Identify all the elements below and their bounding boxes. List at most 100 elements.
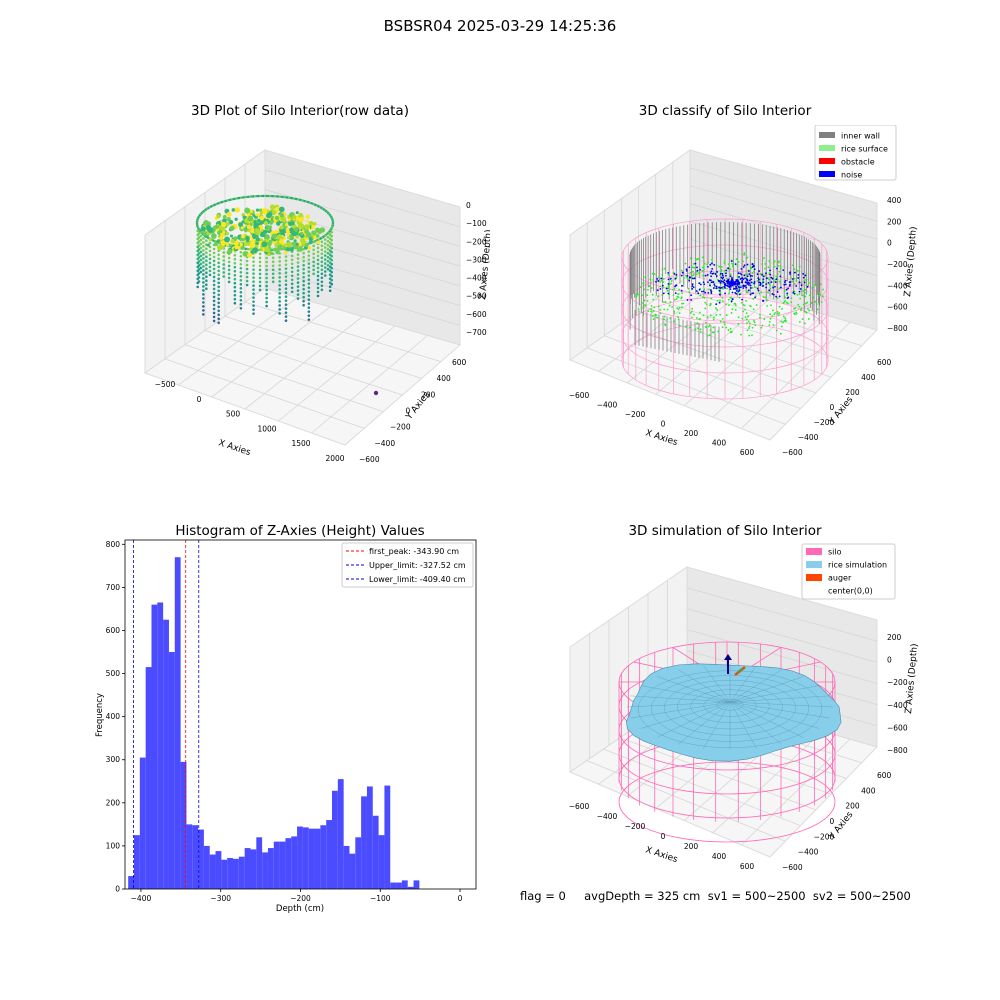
p1-z-tick-label: −500: [466, 292, 487, 301]
p3-x-tick-label: −300: [210, 894, 231, 903]
histogram-bar: [407, 886, 414, 889]
histogram-bar: [256, 837, 263, 889]
p3-y-tick-label: 800: [106, 540, 121, 549]
panel1-title: 3D Plot of Silo Interior(row data): [191, 103, 409, 119]
histogram-bar: [250, 849, 257, 889]
p2-legend-label: obstacle: [841, 158, 875, 167]
histogram-bar: [291, 836, 298, 889]
p3-y-tick-label: 700: [106, 583, 121, 592]
p4-legend-label: auger: [828, 574, 852, 583]
p1-x-tick-label: −500: [155, 380, 176, 389]
p2-z-label: Z Axies (Depth): [903, 226, 919, 297]
histogram-bar: [267, 848, 274, 889]
p3-y-tick-label: 500: [106, 669, 121, 678]
histogram-bar: [273, 841, 280, 889]
p2-legend: inner wall rice surface obstacle noise: [814, 125, 897, 181]
p4-x-tick-label: 400: [712, 852, 727, 861]
p1-z-tick-label: −200: [466, 237, 487, 246]
p2-legend-label: rice surface: [841, 145, 888, 154]
p2-y-tick-label: 200: [845, 388, 860, 397]
p3-legend-label: first_peak: -343.90 cm: [369, 547, 459, 556]
histogram-bar: [343, 845, 350, 889]
p2-z-tick-label: 400: [887, 196, 902, 205]
p4-y-tick-label: 200: [845, 802, 860, 811]
raw-scatter-3d-plot: −500 0 500 1000 1500 2000 −600 −400 −200 0 200400…: [143, 149, 490, 464]
histogram-bar: [302, 827, 309, 889]
histogram-bar: [361, 796, 367, 889]
p1-z-label: Z Axies (Depth): [478, 229, 490, 300]
p1-x-tick-label: 1000: [257, 424, 276, 433]
histogram-bar: [186, 824, 193, 889]
histogram-bar: [297, 826, 303, 889]
status-line: flag = 0 avgDepth = 325 cm sv1 = 500~250…: [520, 889, 911, 903]
p4-z-tick-label: 0: [887, 656, 892, 665]
p4-x-label: X Axies: [644, 845, 679, 865]
histogram-bar: [174, 557, 181, 889]
histogram-bar: [215, 851, 222, 889]
p3-x-label: Depth (cm): [276, 904, 324, 914]
histogram-bar: [198, 829, 204, 889]
histogram-bar: [227, 857, 234, 889]
p2-legend-swatch: [819, 171, 835, 177]
p1-y-tick-label: −600: [359, 455, 380, 464]
p1-z-tick-label: −100: [466, 219, 487, 228]
p4-y-label: Y Axies: [827, 810, 856, 843]
p4-z-tick-label: −200: [887, 678, 908, 687]
p4-legend: silo rice simulation auger center(0,0): [801, 543, 896, 600]
histogram-bar: [413, 880, 420, 889]
panel3-title: Histogram of Z-Axies (Height) Values: [175, 523, 425, 539]
p4-legend-label: silo: [828, 548, 842, 557]
p4-legend-swatch: [806, 574, 822, 581]
p2-x-tick-label: −200: [625, 410, 646, 419]
histogram-bar: [168, 652, 175, 889]
p2-x-tick-label: −400: [597, 401, 618, 410]
p1-x-tick-label: 0: [197, 395, 202, 404]
p2-y-tick-label: −400: [798, 433, 819, 442]
p4-y-tick-label: 0: [830, 817, 835, 826]
p1-z-tick-label: −700: [466, 328, 487, 337]
rice-simulation-surface: [626, 663, 842, 762]
p3-y-tick-label: 0: [115, 885, 120, 894]
histogram-bar: [349, 853, 356, 889]
p2-legend-swatch: [819, 158, 835, 164]
histogram-bar: [326, 820, 333, 889]
p1-y-tick-label: 400: [437, 374, 452, 383]
histogram-bar: [244, 848, 251, 889]
p4-x-tick-label: −600: [569, 802, 590, 811]
p3-legend: first_peak: -343.90 cm Upper_limit: -327.…: [341, 542, 474, 588]
p2-y-tick-label: −600: [782, 448, 803, 457]
histogram-bar: [332, 790, 338, 889]
p3-x-tick-label: 0: [458, 894, 463, 903]
histogram-bar: [192, 825, 199, 889]
p2-x-tick-label: 400: [712, 439, 727, 448]
p4-x-tick-label: 0: [661, 832, 666, 841]
p4-legend-label: rice simulation: [828, 561, 887, 570]
p4-y-tick-label: 600: [877, 771, 892, 780]
p1-outlier-point: [373, 390, 379, 396]
p4-z-tick-label: −400: [887, 701, 908, 710]
histogram-bar: [308, 828, 315, 889]
p1-y-tick-label: 200: [421, 390, 436, 399]
p4-y-tick-label: −600: [782, 863, 803, 872]
histogram-bar: [384, 785, 391, 889]
p3-y-tick-label: 200: [106, 798, 121, 807]
p1-x-tick-label: 2000: [325, 454, 344, 463]
p4-x-tick-label: −400: [597, 812, 618, 821]
p4-z-label: Z Axies (Depth): [904, 643, 920, 714]
p2-z-tick-label: 200: [887, 217, 902, 226]
histogram-bar: [157, 602, 164, 889]
histogram-bar: [396, 882, 402, 889]
histogram-bar: [145, 667, 152, 889]
p2-x-tick-label: 200: [684, 429, 699, 438]
p2-x-label: X Axies: [644, 428, 679, 448]
p3-y-tick-label: 600: [106, 626, 121, 635]
p1-y-tick-label: −200: [390, 423, 411, 432]
p4-z-tick-label: −800: [887, 746, 908, 755]
p2-y-tick-label: 600: [877, 358, 892, 367]
panel2-title: 3D classify of Silo Interior: [638, 103, 812, 119]
histogram-bar: [238, 856, 245, 889]
p3-y-tick-label: 300: [106, 755, 121, 764]
p4-z-tick-label: −600: [887, 723, 908, 732]
